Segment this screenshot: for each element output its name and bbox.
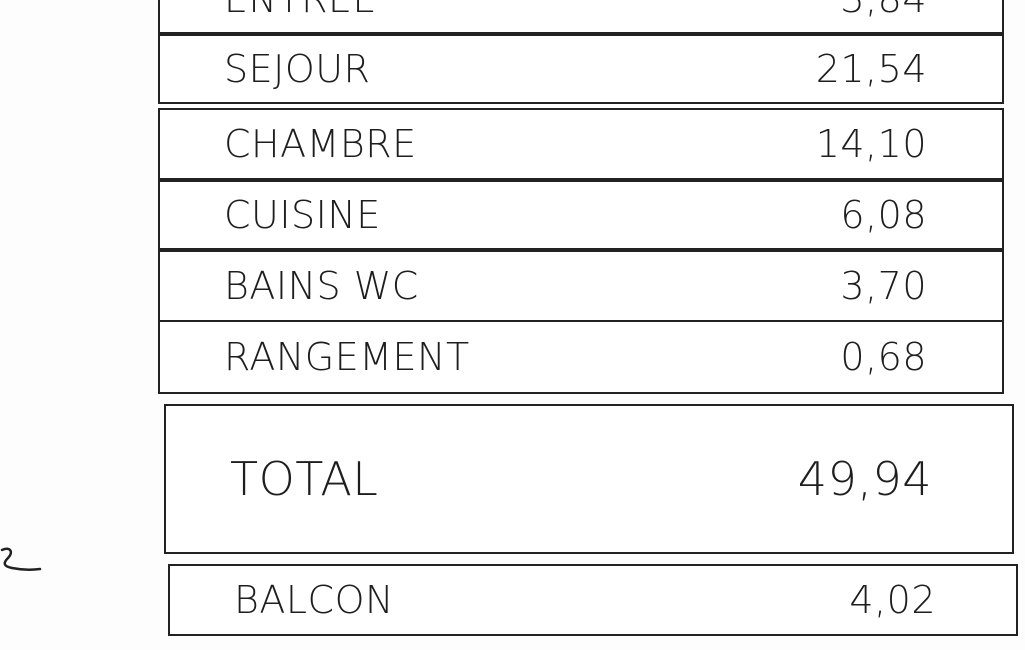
room-area: 6,08 [840, 193, 927, 237]
room-row-bains-wc: BAINS WC 3,70 [158, 250, 1004, 322]
room-row-rangement: RANGEMENT 0,68 [158, 320, 1004, 394]
room-label: CHAMBRE [224, 122, 417, 166]
room-area: 14,10 [815, 122, 927, 166]
room-label: RANGEMENT [224, 335, 470, 379]
room-row-cuisine: CUISINE 6,08 [158, 180, 1004, 250]
total-row: TOTAL 49,94 [164, 404, 1014, 554]
room-label: SEJOUR [224, 47, 371, 91]
room-area: 3,70 [840, 264, 927, 308]
total-label: TOTAL [230, 452, 379, 506]
balcon-label: BALCON [234, 578, 394, 622]
handwritten-mark [0, 547, 42, 571]
balcon-row: BALCON 4,02 [168, 564, 1018, 636]
room-label: ENTREE [224, 0, 377, 21]
room-row-entree: ENTREE 3,84 [158, 0, 1004, 34]
room-area: 3,84 [840, 0, 927, 21]
room-label: BAINS WC [224, 264, 419, 308]
room-row-chambre: CHAMBRE 14,10 [158, 108, 1004, 180]
total-area: 49,94 [797, 452, 932, 506]
room-row-sejour: SEJOUR 21,54 [158, 34, 1004, 104]
room-label: CUISINE [224, 193, 381, 237]
room-area: 21,54 [815, 47, 927, 91]
room-area: 0,68 [840, 335, 927, 379]
balcon-area: 4,02 [849, 578, 936, 622]
